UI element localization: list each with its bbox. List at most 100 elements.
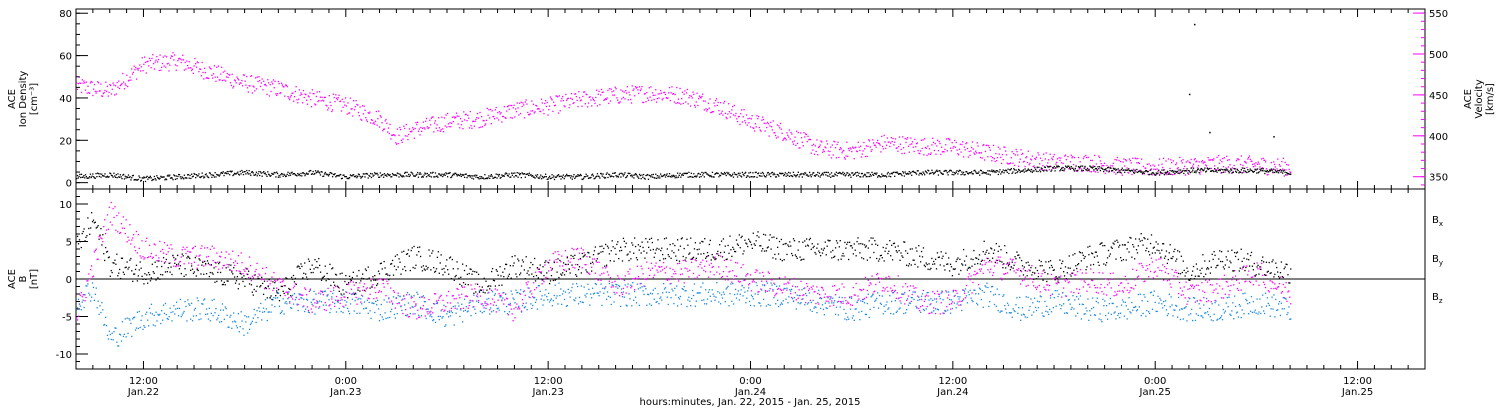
- b-bz-point: [558, 253, 560, 256]
- velocity-point: [279, 92, 281, 95]
- velocity-point: [293, 96, 296, 98]
- velocity-point: [779, 127, 781, 129]
- velocity-point: [929, 153, 931, 155]
- b-bz-point: [254, 270, 256, 273]
- density-point: [786, 173, 788, 175]
- b-bz-point: [102, 240, 104, 243]
- density-point: [1251, 169, 1253, 172]
- velocity-point: [203, 78, 205, 80]
- b-bz-point: [1074, 274, 1076, 276]
- velocity-point: [1226, 159, 1229, 161]
- b-by-point: [490, 307, 492, 309]
- density-point: [1030, 168, 1033, 171]
- b-by-point: [483, 310, 485, 313]
- b-bz-point: [1135, 269, 1138, 271]
- b-bz-point: [378, 290, 381, 292]
- velocity-point: [465, 113, 467, 115]
- density-point: [1287, 172, 1289, 175]
- velocity-point: [455, 112, 458, 114]
- density-point: [1111, 170, 1113, 172]
- density-point: [1230, 169, 1233, 171]
- velocity-point: [1039, 163, 1041, 165]
- velocity-point: [801, 141, 804, 143]
- density-point: [441, 173, 443, 175]
- velocity-point: [437, 130, 439, 132]
- density-point: [670, 176, 672, 178]
- b-bz-point: [370, 278, 372, 280]
- b-bz-point: [976, 272, 979, 274]
- b-bz-point: [795, 299, 797, 301]
- velocity-point: [942, 150, 944, 153]
- b-bz-point: [728, 271, 730, 273]
- density-point: [174, 175, 176, 177]
- density-point: [654, 177, 656, 179]
- velocity-point: [161, 62, 164, 65]
- density-point: [814, 175, 816, 177]
- b-by-point: [334, 299, 337, 301]
- b-by-point: [515, 289, 517, 291]
- b-by-point: [470, 314, 472, 317]
- velocity-point: [404, 135, 407, 137]
- b-bz-point: [1250, 276, 1253, 278]
- velocity-point: [989, 149, 991, 151]
- density-point: [1264, 170, 1267, 172]
- velocity-point: [661, 99, 663, 101]
- velocity-point: [378, 110, 380, 112]
- density-point: [774, 173, 776, 176]
- b-by-point: [619, 285, 621, 288]
- velocity-point: [539, 110, 541, 113]
- velocity-point: [1121, 174, 1123, 176]
- density-point: [960, 173, 962, 176]
- density-point: [1004, 170, 1006, 172]
- density-point: [1022, 170, 1024, 172]
- b-by-point: [158, 314, 160, 316]
- b-by-point: [120, 340, 123, 342]
- density-point: [1118, 171, 1120, 173]
- b-bz-point: [198, 255, 200, 257]
- b-by-point: [559, 294, 561, 297]
- b-by-point: [557, 303, 559, 305]
- b-bz-point: [677, 280, 680, 282]
- b-bz-point: [656, 269, 658, 271]
- density-point: [636, 175, 638, 177]
- density-point: [868, 172, 870, 174]
- b-bz-point: [1163, 265, 1166, 268]
- density-point: [881, 173, 883, 175]
- density-point: [705, 171, 707, 174]
- velocity-point: [89, 82, 92, 84]
- velocity-point: [211, 74, 213, 77]
- velocity-point: [814, 145, 816, 147]
- b-by-point: [485, 307, 487, 310]
- b-bz-point: [708, 264, 711, 266]
- density-point: [421, 176, 423, 178]
- density-point: [697, 173, 699, 175]
- b-by-point: [90, 300, 92, 302]
- velocity-point: [328, 95, 331, 97]
- density-point: [700, 175, 702, 178]
- b-bz-point: [248, 256, 251, 258]
- b-bz-point: [1290, 303, 1292, 305]
- density-point: [1132, 170, 1134, 172]
- velocity-point: [880, 151, 882, 153]
- velocity-point: [885, 147, 887, 150]
- b-by-point: [352, 292, 354, 294]
- velocity-point: [774, 134, 777, 137]
- velocity-point: [759, 129, 761, 131]
- density-point: [1130, 169, 1132, 172]
- density-point: [988, 170, 991, 172]
- velocity-point: [204, 71, 207, 74]
- b-bz-point: [253, 274, 255, 276]
- b-bz-point: [965, 284, 968, 287]
- velocity-point: [468, 117, 470, 119]
- velocity-point: [536, 105, 538, 107]
- velocity-point: [553, 101, 555, 103]
- b-bz-point: [294, 283, 297, 285]
- velocity-point: [1095, 163, 1098, 165]
- density-point: [474, 174, 476, 176]
- b-by-point: [384, 312, 386, 314]
- density-point: [1202, 170, 1204, 172]
- density-point: [399, 173, 401, 175]
- density-point: [151, 179, 153, 182]
- velocity-point: [472, 120, 475, 122]
- velocity-point: [853, 157, 855, 160]
